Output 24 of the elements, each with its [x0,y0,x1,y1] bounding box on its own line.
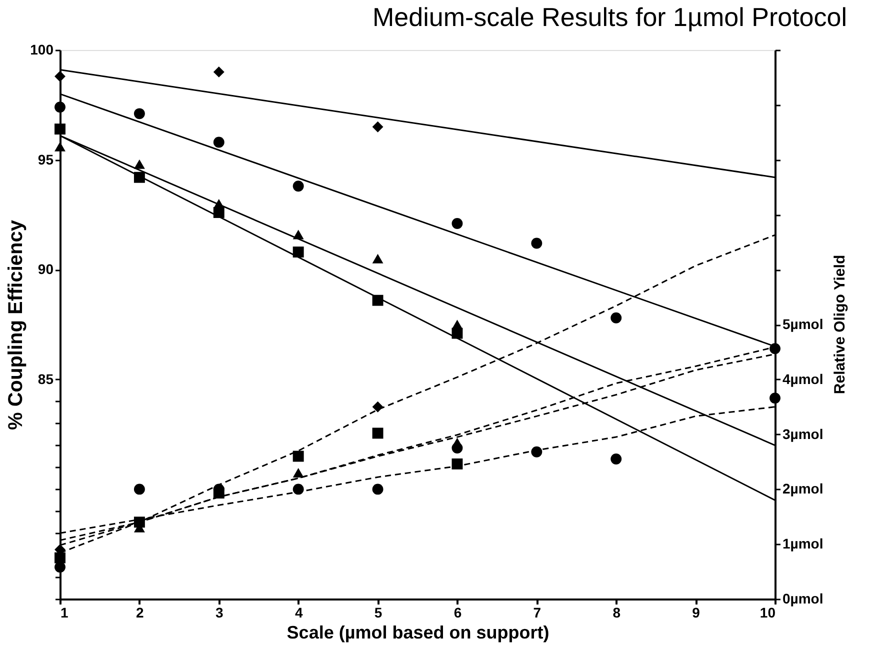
y-tick-label: 95 [38,151,54,168]
y2-tick-label: 4µmol [782,370,824,387]
y-axis-title: % Coupling Efficiency [5,219,28,430]
y2-tick-label: 5µmol [782,316,824,332]
x-tick-label: 6 [454,604,462,620]
x-tick-label: 7 [533,604,542,620]
x-tick-label: 10 [760,604,776,620]
x-tick-label: 8 [612,604,621,620]
y2-tick-label: 1µmol [782,536,824,552]
x-tick-label: 1 [60,604,68,620]
y-tick-label: 85 [38,370,54,387]
y2-tick-label: 3µmol [782,426,824,442]
x-tick-label: 3 [215,604,224,620]
x-tick-label: 2 [136,604,144,620]
y-tick-label: 90 [38,261,54,278]
x-tick-label: 5 [374,604,382,620]
y2-tick-label: 2µmol [782,480,824,497]
x-tick-label: 9 [692,604,700,620]
x-axis-title: Scale (µmol based on support) [286,622,550,642]
chart-title: Medium-scale Results for 1µmol Protocol [372,2,847,32]
y2-tick-label: 0µmol [782,590,824,606]
x-tick-label: 4 [294,604,303,620]
y-tick-label: 100 [30,42,54,58]
y2-axis-title: Relative Oligo Yield [832,254,848,394]
